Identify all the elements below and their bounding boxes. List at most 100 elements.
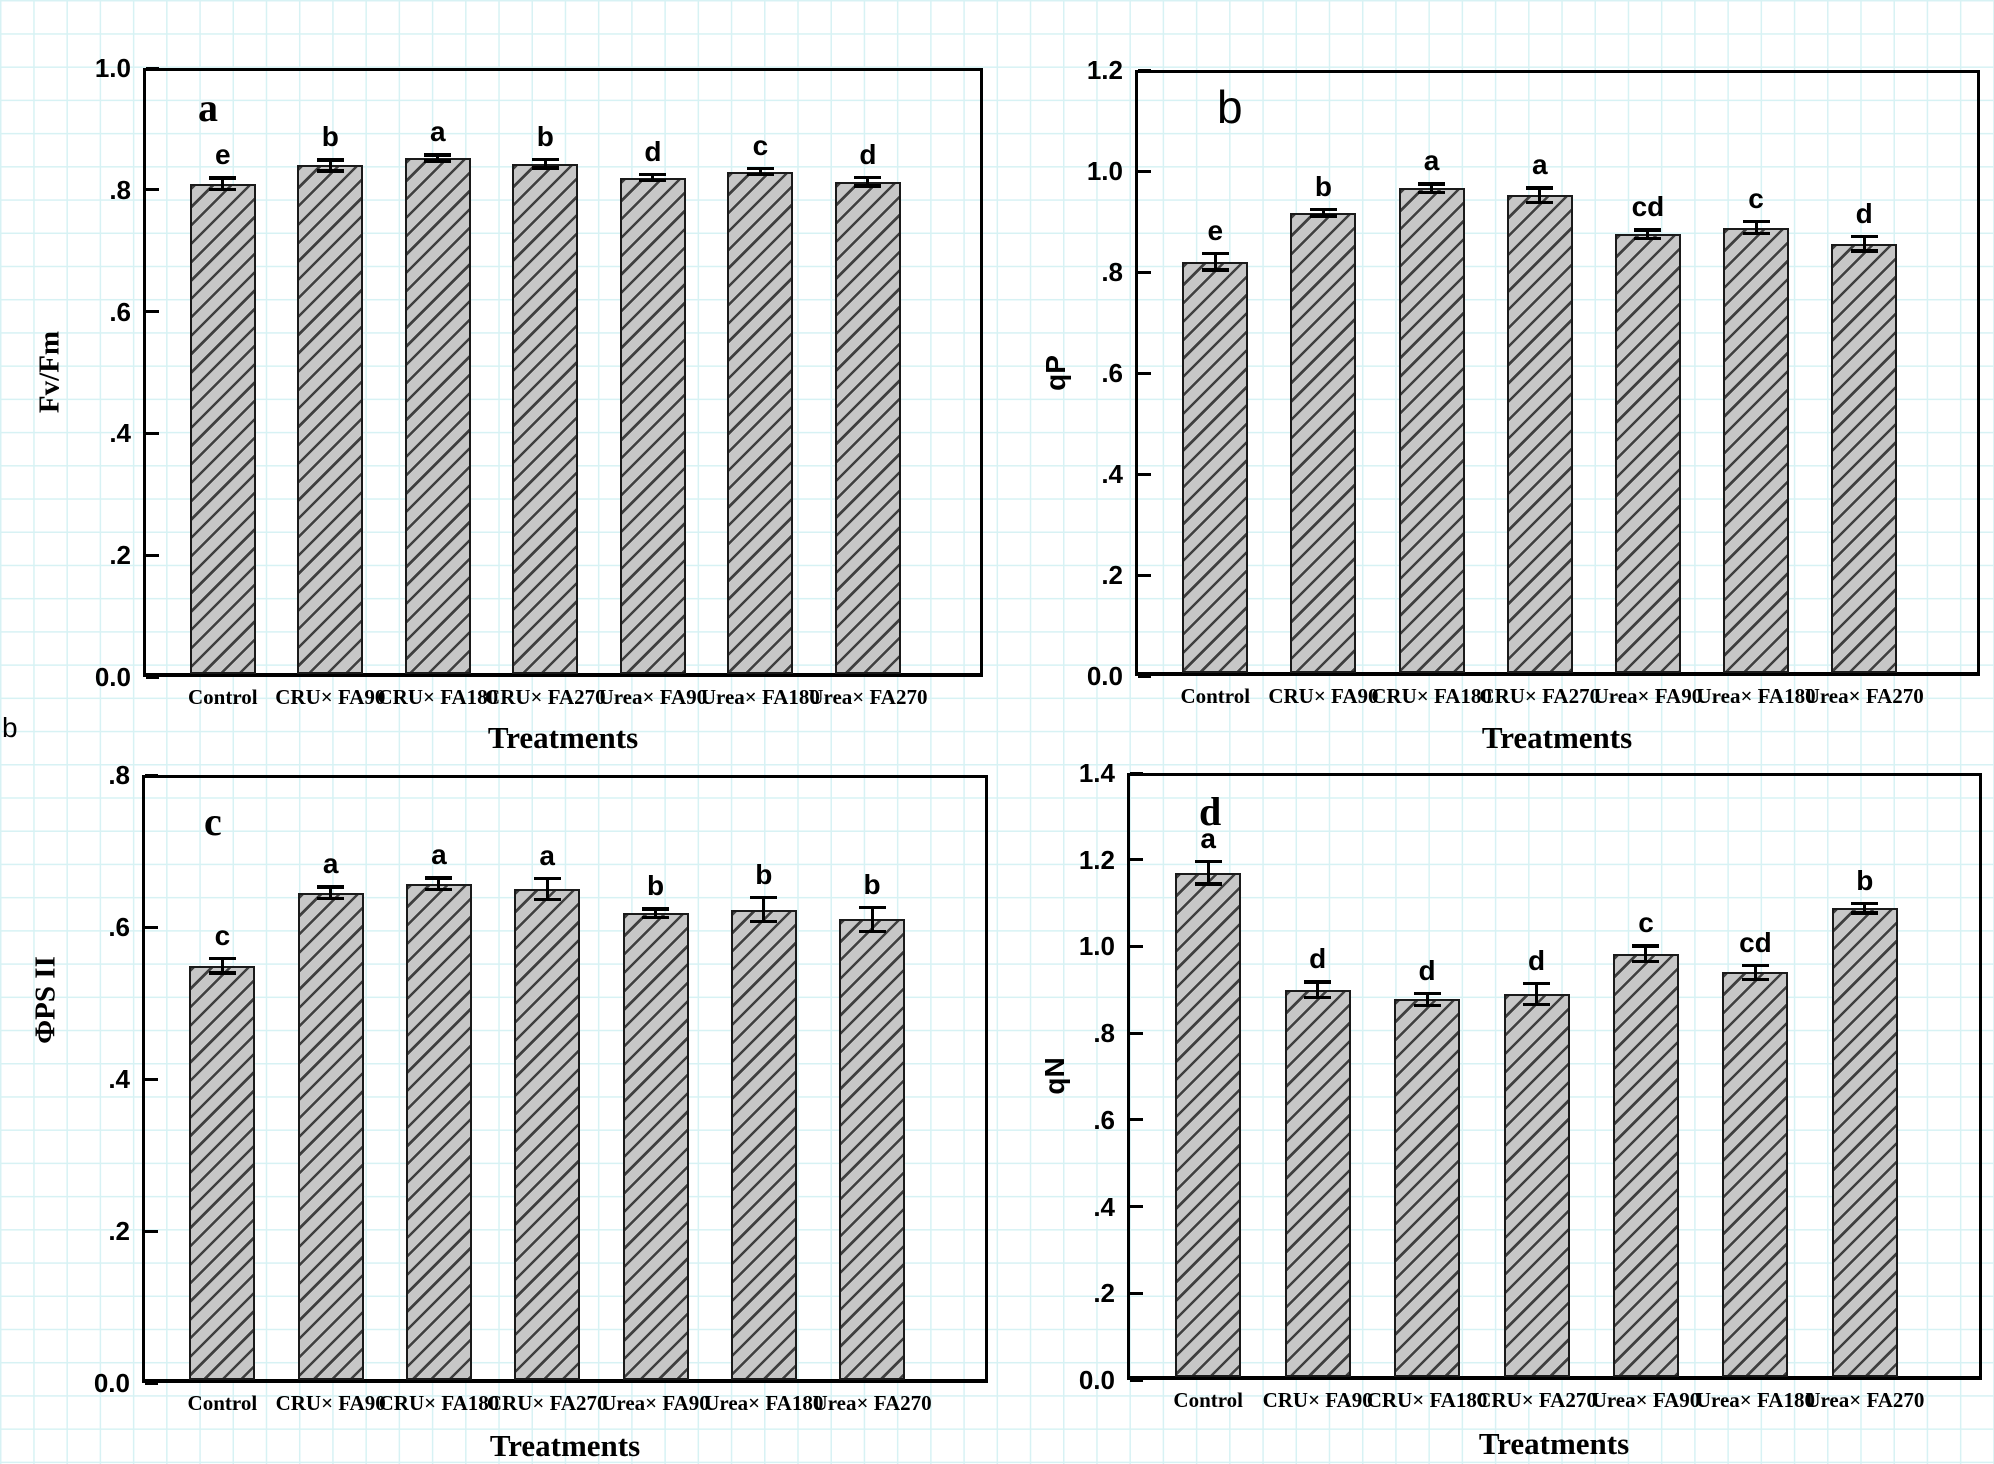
x-category-label: Urea× FA180 — [1696, 684, 1816, 708]
significance-letter: a — [1423, 145, 1440, 177]
significance-letter: a — [539, 839, 555, 871]
y-tick-mark — [146, 188, 159, 192]
y-tick-label: .4 — [1101, 459, 1123, 489]
error-bar-bottom-cap — [424, 159, 452, 163]
bar-Urea× FA90 — [622, 913, 689, 1380]
bar-CRU× FA90 — [1284, 989, 1351, 1377]
bar-Control — [1175, 872, 1242, 1377]
x-axis-title-treatments: Treatments — [1481, 720, 1633, 755]
error-bar — [1850, 234, 1878, 253]
panel-letter-c: c — [204, 799, 222, 844]
error-bar-stem — [1863, 901, 1867, 915]
error-bar-bottom-cap — [209, 187, 237, 191]
error-bar-bottom-cap — [1413, 1003, 1441, 1008]
y-tick-mark — [1138, 573, 1151, 577]
bar-Urea× FA180 — [730, 909, 797, 1380]
x-category-label: Urea× FA90 — [598, 685, 708, 709]
error-bar-stem — [437, 876, 441, 892]
error-bar-bottom-cap — [1741, 977, 1769, 982]
error-bar-stem — [1644, 944, 1648, 964]
error-bar — [1851, 901, 1879, 915]
error-bar-stem — [654, 907, 658, 920]
significance-letter: cd — [1631, 191, 1665, 223]
error-bar — [424, 153, 452, 163]
error-bar-bottom-cap — [750, 919, 778, 924]
error-bar — [531, 157, 559, 170]
y-tick-mark — [145, 1077, 158, 1081]
y-tick-label: .6 — [1101, 358, 1123, 388]
x-category-label: CRU× FA270 — [1476, 1388, 1597, 1412]
y-tick-mark — [145, 773, 158, 777]
significance-letter: a — [430, 116, 446, 148]
bar-Urea× FA270 — [1831, 908, 1898, 1377]
x-category-label: Urea× FA180 — [700, 685, 820, 709]
x-category-label: Control — [1173, 1388, 1244, 1412]
y-tick-mark — [1130, 1291, 1143, 1295]
stray-annotation-label: b — [2, 712, 18, 743]
error-bar-bottom-cap — [1523, 1002, 1551, 1007]
bar-Urea× FA180 — [727, 171, 794, 674]
error-bar-bottom-cap — [533, 897, 561, 902]
significance-letter: a — [1200, 822, 1216, 854]
error-bar-stem — [220, 956, 224, 975]
bar-CRU× FA90 — [297, 892, 364, 1380]
y-tick-mark — [145, 925, 158, 929]
error-bar-bottom-cap — [208, 971, 236, 975]
y-tick-mark — [1138, 270, 1151, 274]
error-bar-stem — [328, 158, 332, 173]
x-category-label: CRU× FA180 — [1366, 1388, 1488, 1412]
x-category-label: Urea× FA90 — [1593, 684, 1703, 708]
error-bar — [639, 172, 667, 183]
error-bar — [1304, 980, 1332, 1000]
error-bar-bottom-cap — [317, 896, 345, 901]
error-bar-bottom-cap — [531, 166, 559, 170]
y-axis-title-qn: qN — [1039, 1057, 1070, 1095]
bar-Control — [189, 183, 256, 674]
error-bar — [746, 166, 774, 177]
error-bar — [316, 158, 344, 173]
significance-letter: b — [755, 858, 773, 890]
significance-letter: cd — [1739, 926, 1772, 958]
bar-CRU× FA270 — [1506, 195, 1573, 673]
y-axis-title-phipsii: ΦPS II — [29, 956, 62, 1044]
y-tick-mark — [1130, 1118, 1143, 1122]
panel-letter-b: b — [1217, 81, 1243, 133]
y-tick-mark — [146, 553, 159, 557]
error-bar — [317, 885, 345, 901]
y-tick-label: 1.2 — [1078, 844, 1115, 875]
error-bar — [1194, 859, 1222, 886]
y-tick-label: 0.0 — [1086, 661, 1123, 691]
x-category-label: CRU× FA90 — [275, 1391, 386, 1415]
bar-CRU× FA180 — [1394, 999, 1461, 1377]
x-category-label: CRU× FA270 — [485, 685, 606, 709]
y-tick-label: .2 — [108, 1216, 130, 1246]
significance-letter: d — [1418, 954, 1436, 986]
significance-letter: c — [752, 129, 769, 161]
error-bar — [750, 895, 778, 924]
error-bar-bottom-cap — [1201, 268, 1229, 272]
error-bar-stem — [758, 166, 762, 177]
error-bar-stem — [1646, 228, 1650, 241]
bar-CRU× FA180 — [1398, 188, 1465, 673]
y-tick-label: 1.0 — [94, 53, 131, 83]
plot-frame-b — [1135, 70, 1980, 676]
y-tick-label: .2 — [109, 540, 131, 571]
error-bar — [1634, 228, 1662, 241]
x-category-label: Control — [187, 685, 258, 709]
y-tick-label: .8 — [1093, 1018, 1115, 1049]
error-bar-stem — [1753, 963, 1757, 982]
significance-letter: a — [322, 848, 339, 880]
y-tick-mark — [1138, 371, 1151, 375]
error-bar-stem — [651, 172, 655, 183]
error-bar-bottom-cap — [854, 184, 882, 188]
x-category-label: CRU× FA90 — [1262, 1388, 1373, 1412]
error-bar-stem — [1862, 234, 1866, 253]
x-category-label: Urea× FA270 — [1805, 1388, 1925, 1412]
x-category-label: CRU× FA90 — [275, 685, 386, 709]
error-bar-bottom-cap — [1194, 882, 1222, 886]
y-tick-label: .8 — [1101, 257, 1123, 287]
bar-Urea× FA270 — [839, 919, 906, 1380]
error-bar — [1741, 963, 1769, 982]
error-bar — [1742, 219, 1770, 236]
significance-letter: b — [1314, 170, 1332, 202]
